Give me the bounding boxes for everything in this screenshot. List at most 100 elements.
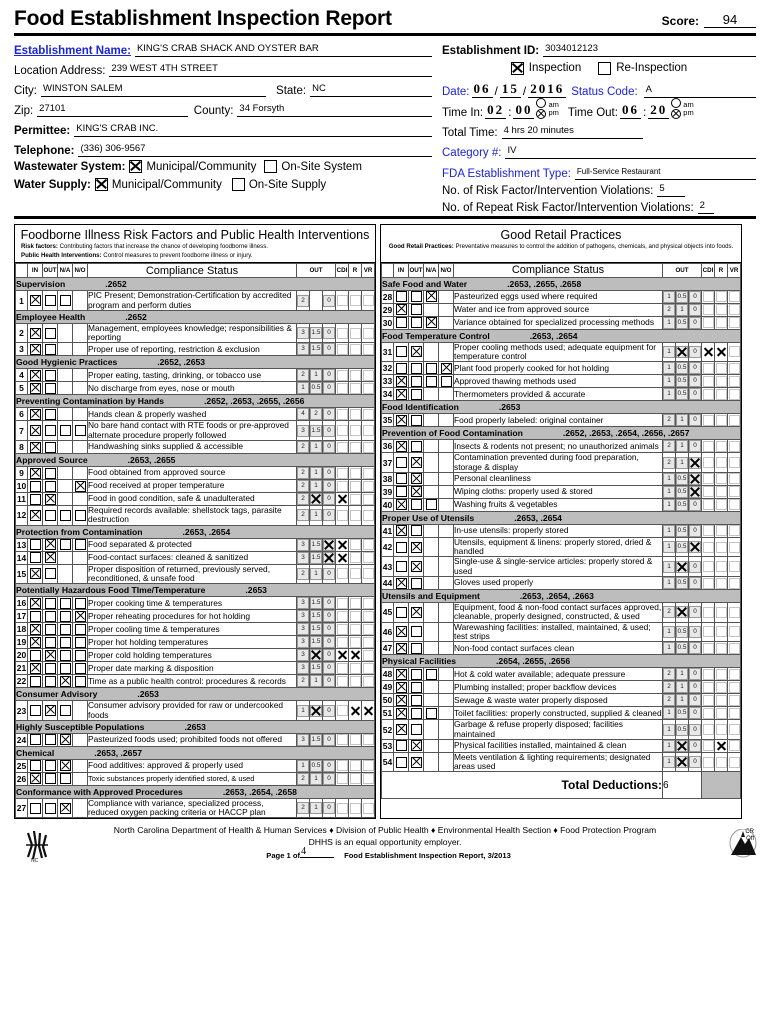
row-out-checkbox[interactable]: [410, 291, 422, 303]
row-points-zero-value[interactable]: 0: [689, 707, 701, 720]
row-cdi-marker[interactable]: [702, 388, 714, 400]
row-r-marker[interactable]: [715, 694, 727, 706]
row-points-full-value[interactable]: 2: [663, 694, 675, 707]
row-points-zero-marked[interactable]: [689, 456, 701, 469]
row-points-half-value[interactable]: 1.5: [310, 551, 322, 564]
row-points-zero[interactable]: 0: [322, 609, 336, 624]
row-cdi[interactable]: [335, 440, 349, 455]
row-vr-marker[interactable]: [362, 480, 374, 492]
row-na-cell[interactable]: [423, 361, 439, 376]
row-out-checkbox[interactable]: [44, 327, 56, 339]
row-points-zero[interactable]: 0: [322, 479, 336, 494]
row-out-cell[interactable]: [408, 374, 424, 389]
row-r-marker[interactable]: [349, 610, 361, 622]
row-na-checkbox[interactable]: [425, 362, 437, 374]
row-r-marker[interactable]: [715, 740, 727, 752]
row-in-cell[interactable]: [393, 315, 409, 330]
row-points-full-value[interactable]: 2: [297, 675, 309, 688]
row-in-checkbox[interactable]: [395, 440, 407, 452]
row-out-checkbox[interactable]: [44, 539, 56, 551]
row-na-cell[interactable]: [57, 537, 73, 552]
row-in-cell[interactable]: [27, 381, 43, 396]
row-vr-marker[interactable]: [728, 362, 740, 374]
row-in-checkbox[interactable]: [29, 539, 41, 551]
row-points-zero[interactable]: 0: [688, 523, 702, 538]
row-points-full-value[interactable]: 4: [297, 408, 309, 421]
row-points-half[interactable]: 1.5: [309, 622, 323, 637]
row-out-cell[interactable]: [42, 505, 58, 526]
row-cdi-marker[interactable]: [336, 802, 348, 814]
row-points-full-value[interactable]: 2: [663, 303, 675, 316]
row-r[interactable]: [348, 440, 362, 455]
row-points-zero-value[interactable]: 0: [689, 560, 701, 573]
row-out-checkbox[interactable]: [410, 457, 422, 469]
row-out-cell[interactable]: [408, 641, 424, 656]
row-out-checkbox[interactable]: [410, 317, 422, 329]
row-r-marker[interactable]: [715, 707, 727, 719]
total-time-value[interactable]: 4 hrs 20 minutes: [501, 125, 644, 140]
row-in-cell[interactable]: [393, 374, 409, 389]
row-cdi[interactable]: [335, 771, 349, 786]
row-cdi[interactable]: [701, 621, 715, 643]
row-out-cell[interactable]: [42, 758, 58, 773]
location-address-value[interactable]: 239 WEST 4TH STREET: [109, 63, 432, 78]
row-vr-marker[interactable]: [362, 636, 374, 648]
row-out-cell[interactable]: [408, 680, 424, 695]
row-cdi-marker[interactable]: [336, 636, 348, 648]
row-out-cell[interactable]: [42, 290, 58, 311]
row-r[interactable]: [348, 381, 362, 396]
row-points-zero-value[interactable]: 0: [689, 414, 701, 427]
row-out-checkbox[interactable]: [44, 675, 56, 687]
row-out-cell[interactable]: [408, 315, 424, 330]
row-cdi[interactable]: [335, 407, 349, 422]
row-r[interactable]: [714, 602, 728, 623]
row-na-checkbox[interactable]: [59, 662, 71, 674]
row-cdi-marker[interactable]: [336, 382, 348, 394]
row-points-full-value[interactable]: 3: [297, 636, 309, 649]
row-points-zero-value[interactable]: 0: [689, 739, 701, 752]
row-in-cell[interactable]: [27, 537, 43, 552]
row-points-zero[interactable]: 0: [688, 621, 702, 643]
row-na-cell[interactable]: [57, 290, 73, 311]
row-cdi-marker[interactable]: [336, 610, 348, 622]
row-cdi-marker[interactable]: [336, 760, 348, 772]
row-points-full-value[interactable]: 2: [297, 369, 309, 382]
row-r[interactable]: [348, 505, 362, 526]
row-cdi[interactable]: [335, 622, 349, 637]
permittee-value[interactable]: KING'S CRAB INC.: [74, 123, 432, 138]
row-points-full-value[interactable]: 3: [297, 327, 309, 340]
row-out-checkbox[interactable]: [44, 802, 56, 814]
row-r-marker[interactable]: [349, 773, 361, 785]
row-r[interactable]: [348, 466, 362, 481]
row-points-zero[interactable]: 0: [688, 439, 702, 454]
row-vr[interactable]: [361, 674, 375, 689]
row-in-cell[interactable]: [27, 479, 43, 494]
row-out-cell[interactable]: [42, 596, 58, 611]
row-points-half[interactable]: 1: [675, 680, 689, 695]
row-points-zero-value[interactable]: 0: [323, 662, 335, 675]
row-out-cell[interactable]: [42, 492, 58, 507]
row-points-zero-value[interactable]: 0: [689, 668, 701, 681]
row-points-half-value[interactable]: 1.5: [310, 327, 322, 340]
row-points-half-value[interactable]: 0.5: [676, 316, 688, 329]
row-points-full[interactable]: 1: [662, 719, 676, 740]
row-vr-marker[interactable]: [728, 473, 740, 485]
row-vr-marker[interactable]: [362, 623, 374, 635]
row-vr[interactable]: [727, 576, 741, 591]
row-no-checkbox[interactable]: [74, 509, 86, 521]
row-in-cell[interactable]: [393, 693, 409, 708]
row-r-marker[interactable]: [349, 636, 361, 648]
row-r[interactable]: [714, 497, 728, 512]
row-points-full-value[interactable]: 1: [663, 524, 675, 537]
row-r-marker[interactable]: [715, 346, 727, 358]
row-points-full[interactable]: 2: [296, 771, 310, 786]
row-in-checkbox[interactable]: [29, 662, 41, 674]
row-cdi[interactable]: [335, 381, 349, 396]
row-vr[interactable]: [727, 341, 741, 363]
row-out-cell[interactable]: [42, 550, 58, 565]
row-points-zero-value[interactable]: 0: [323, 675, 335, 688]
row-points-half[interactable]: 1: [309, 440, 323, 455]
row-points-half[interactable]: 2: [309, 407, 323, 422]
row-vr-marker[interactable]: [728, 388, 740, 400]
row-points-zero[interactable]: 0: [322, 596, 336, 611]
